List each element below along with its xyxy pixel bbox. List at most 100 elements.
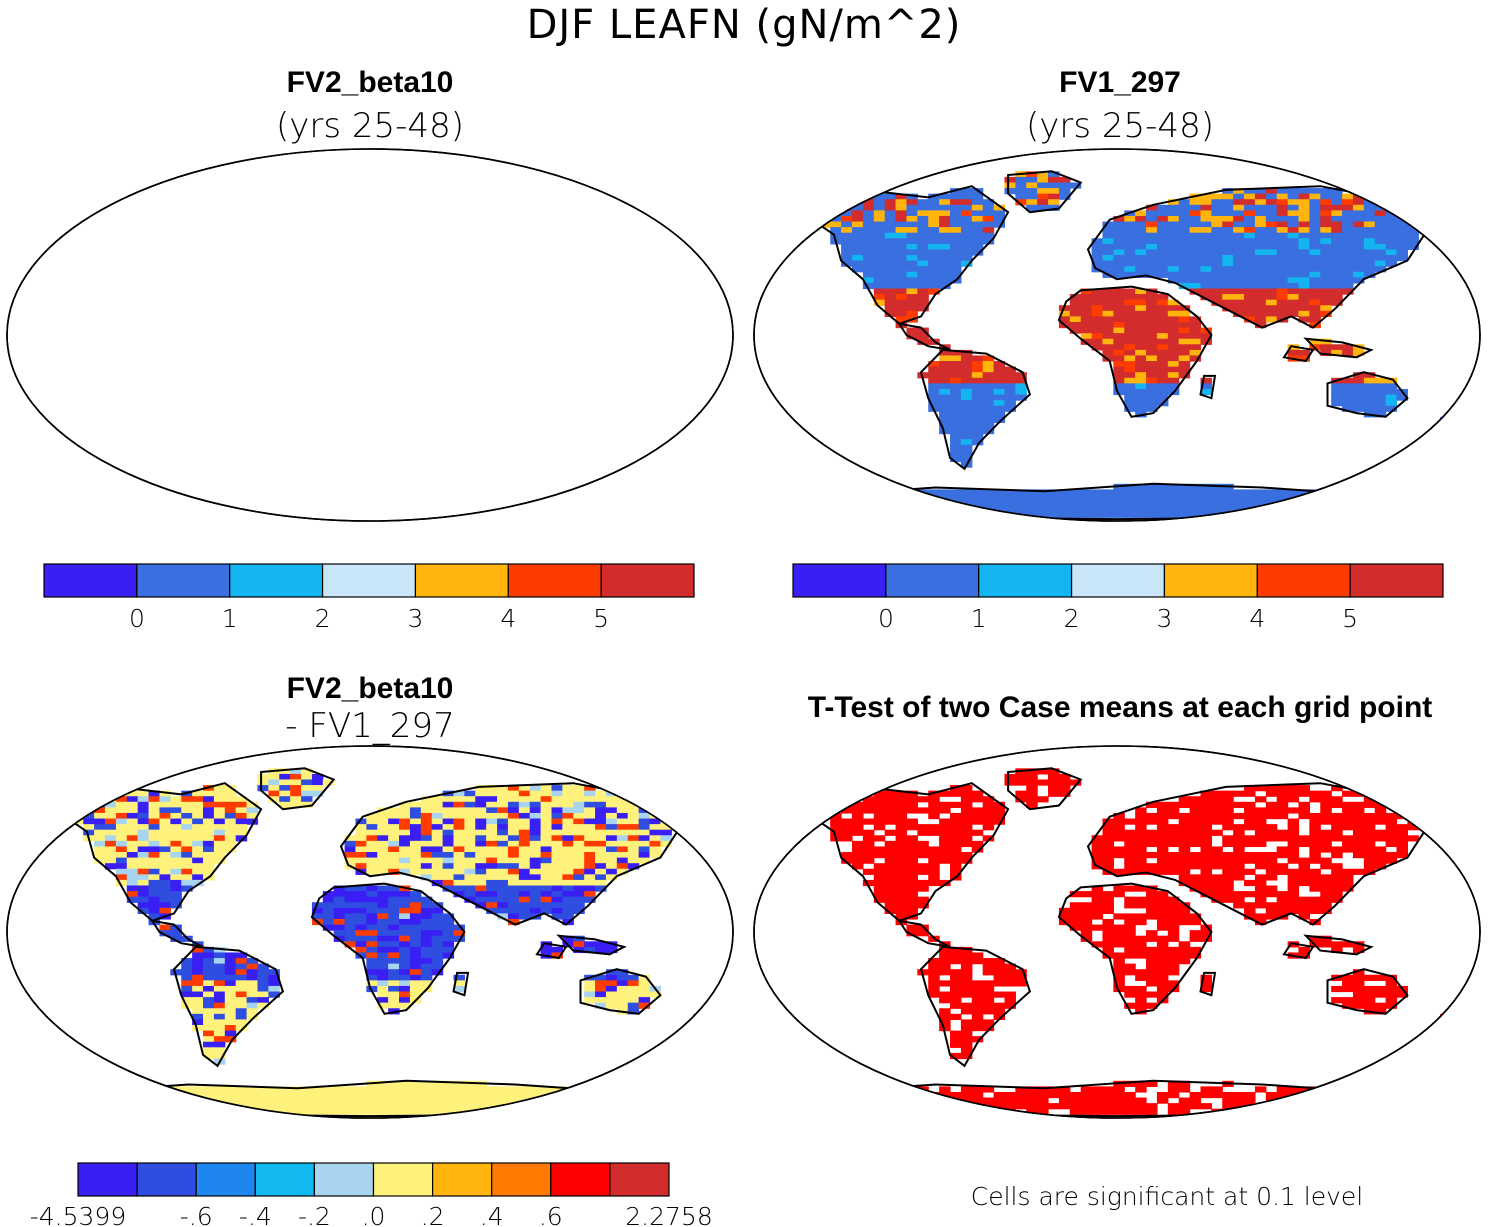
- grid-cell: [1135, 305, 1147, 312]
- grid-cell: [928, 255, 940, 262]
- grid-cell: [1244, 801, 1256, 808]
- grid-cell: [627, 863, 640, 870]
- grid-cell: [928, 243, 940, 251]
- grid-cell: [1069, 779, 1082, 786]
- map-panel-top-right: [753, 148, 1481, 522]
- grid-cell: [584, 501, 595, 507]
- grid-cell: [562, 846, 574, 853]
- grid-cell: [366, 868, 378, 875]
- grid-cell: [1156, 316, 1169, 323]
- grid-cell: [573, 1103, 585, 1110]
- grid-cell: [917, 333, 929, 340]
- grid-cell: [1222, 874, 1234, 881]
- grid-cell: [1058, 310, 1071, 317]
- grid-cell: [1342, 282, 1354, 290]
- grid-cell: [1298, 840, 1310, 848]
- grid-cell: [1026, 796, 1038, 803]
- grid-cell: [895, 790, 908, 797]
- grid-cell: [1113, 299, 1125, 306]
- grid-cell: [235, 1091, 248, 1099]
- grid-cell: [841, 260, 853, 267]
- grid-cell: [895, 193, 908, 200]
- grid-cell: [950, 227, 962, 234]
- grid-cell: [830, 221, 842, 228]
- grid-cell: [627, 835, 640, 842]
- grid-cell: [464, 818, 476, 825]
- grid-cell: [584, 1091, 596, 1099]
- grid-cell: [1178, 327, 1191, 334]
- grid-cell: [1342, 494, 1354, 502]
- grid-cell: [203, 868, 215, 875]
- grid-cell: [595, 840, 607, 848]
- grid-cell: [137, 885, 150, 892]
- grid-cell: [1026, 768, 1038, 775]
- grid-cell: [1189, 801, 1202, 808]
- grid-cell: [83, 495, 94, 501]
- grid-cell: [224, 1025, 237, 1032]
- grid-cell: [884, 500, 897, 507]
- grid-cell: [906, 835, 918, 842]
- grid-cell: [1244, 249, 1256, 256]
- grid-cell: [884, 310, 897, 317]
- grid-cell: [203, 512, 214, 518]
- grid-cell: [1244, 812, 1256, 820]
- grid-cell: [1396, 846, 1408, 853]
- grid-cell: [1374, 255, 1387, 262]
- grid-cell: [1244, 879, 1256, 887]
- grid-cell: [562, 801, 574, 808]
- grid-cell: [1113, 355, 1125, 362]
- grid-cell: [94, 846, 106, 853]
- grid-cell: [562, 857, 574, 864]
- grid-cell: [464, 852, 476, 859]
- grid-cell: [137, 879, 150, 887]
- grid-cell: [616, 1097, 629, 1104]
- grid-cell: [159, 1108, 171, 1115]
- grid-cell: [649, 807, 661, 814]
- grid-cell: [213, 818, 226, 825]
- grid-cell: [1124, 299, 1136, 306]
- grid-cell: [311, 790, 324, 797]
- grid-cell: [584, 1097, 596, 1104]
- grid-cell: [1102, 824, 1114, 831]
- grid-cell: [1135, 255, 1147, 262]
- grid-cell: [1265, 835, 1278, 842]
- grid-cell: [1320, 349, 1332, 357]
- grid-cell: [1265, 801, 1278, 808]
- grid-cell: [1124, 361, 1136, 368]
- grid-cell: [148, 885, 161, 892]
- grid-cell: [939, 489, 951, 496]
- grid-cell: [1222, 852, 1234, 859]
- grid-cell: [1037, 182, 1049, 189]
- grid-cell: [1265, 852, 1278, 859]
- grid-cell: [257, 1086, 269, 1093]
- grid-cell: [1374, 506, 1387, 513]
- grid-cell: [1026, 785, 1038, 792]
- grid-cell: [906, 215, 918, 223]
- grid-cell: [1320, 807, 1332, 814]
- grid-cell: [1124, 483, 1136, 490]
- grid-cell: [1211, 255, 1223, 262]
- grid-cell: [1146, 215, 1158, 223]
- grid-cell: [475, 868, 487, 875]
- grid-cell: [841, 243, 853, 251]
- grid-cell: [1222, 255, 1234, 262]
- grid-cell: [257, 974, 269, 981]
- grid-cell: [595, 852, 607, 859]
- grid-cell: [1342, 344, 1354, 351]
- grid-cell: [148, 857, 161, 864]
- grid-cell: [1113, 271, 1125, 278]
- grid-cell: [431, 1097, 444, 1104]
- grid-cell: [1167, 372, 1180, 379]
- grid-cell: [486, 512, 497, 518]
- grid-cell: [1091, 338, 1104, 345]
- grid-cell: [950, 243, 962, 251]
- coastline: [1086, 185, 1431, 329]
- grid-cell: [214, 506, 225, 512]
- grid-cell: [497, 868, 509, 875]
- grid-cell: [486, 896, 498, 903]
- grid-cell: [1233, 199, 1245, 206]
- grid-cell: [939, 857, 951, 864]
- grid-cell: [1200, 801, 1212, 808]
- grid-cell: [1222, 790, 1234, 797]
- grid-cell: [344, 1086, 357, 1093]
